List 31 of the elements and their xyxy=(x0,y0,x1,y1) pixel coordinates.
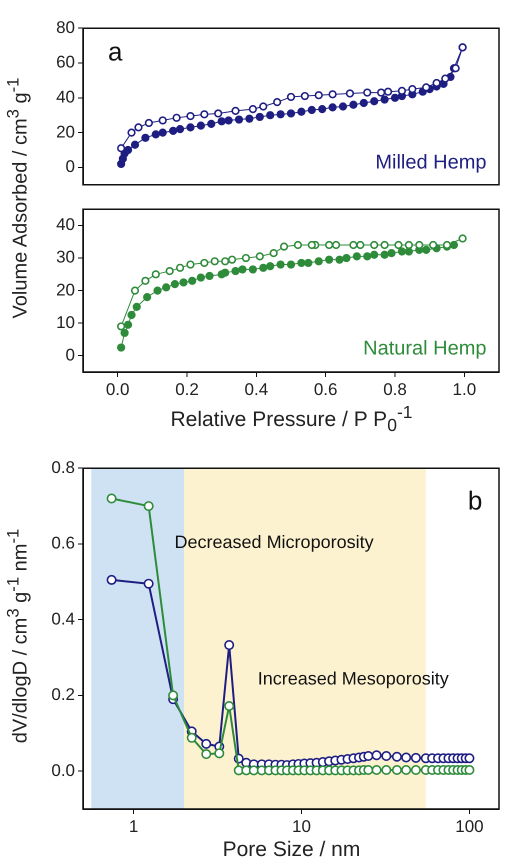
y-tick-label: 20 xyxy=(56,122,75,142)
y-tick-label: 30 xyxy=(56,248,75,267)
annotation: b xyxy=(468,485,482,516)
y-tick-label: 0.6 xyxy=(51,534,75,553)
x-tick-label: 0.4 xyxy=(244,380,268,399)
y-tick-label: 0 xyxy=(66,157,75,176)
x-tick-label: 0.8 xyxy=(383,380,407,399)
y-tick-label: 60 xyxy=(56,52,75,72)
y-tick-label: 0.2 xyxy=(51,685,75,704)
annotation: a xyxy=(108,36,123,66)
y-tick-label: 10 xyxy=(56,312,75,332)
x-axis-title: Pore Size / nm xyxy=(222,838,362,862)
x-tick-label: 10 xyxy=(292,816,311,836)
y-tick-label: 0.8 xyxy=(51,458,75,477)
annotation: Decreased Microporosity xyxy=(174,532,374,552)
annotation: Increased Mesoporosity xyxy=(258,668,449,688)
y-tick-label: 80 xyxy=(56,18,75,37)
x-tick-label: 0.2 xyxy=(175,380,199,399)
x-tick-label: 100 xyxy=(455,816,484,836)
y-tick-label: 0.4 xyxy=(51,609,75,628)
x-tick-label: 0.0 xyxy=(106,380,130,399)
x-tick-label: 1 xyxy=(128,816,138,836)
x-tick-label: 1.0 xyxy=(452,380,476,399)
y-tick-label: 0 xyxy=(66,345,75,364)
annotation: Milled Hemp xyxy=(375,151,487,174)
x-tick-label: 0.6 xyxy=(314,380,338,399)
y-tick-label: 40 xyxy=(56,87,75,106)
y-tick-label: 20 xyxy=(56,280,75,300)
y-tick-label: 0.0 xyxy=(51,760,75,780)
y-tick-label: 40 xyxy=(56,215,75,234)
annotation: Natural Hemp xyxy=(363,338,487,360)
